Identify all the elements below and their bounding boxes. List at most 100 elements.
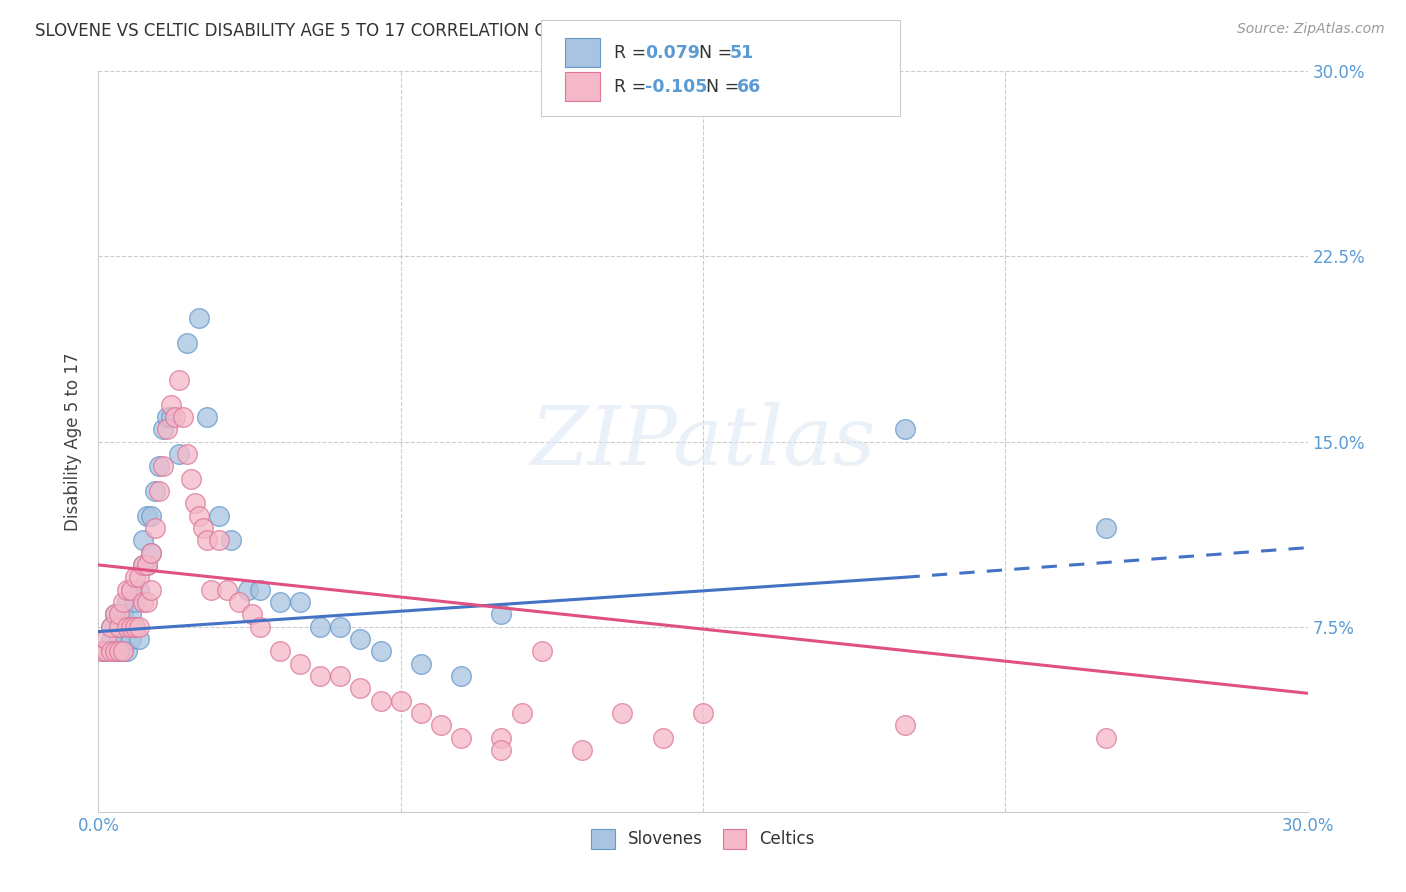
Point — [221, 533, 243, 548]
Point — [120, 632, 142, 646]
Text: SLOVENE VS CELTIC DISABILITY AGE 5 TO 17 CORRELATION CHART: SLOVENE VS CELTIC DISABILITY AGE 5 TO 17… — [35, 22, 591, 40]
Point — [120, 582, 142, 597]
Point — [208, 508, 231, 523]
Point — [152, 459, 174, 474]
Point — [128, 582, 150, 597]
Point — [491, 743, 513, 757]
Text: Source: ZipAtlas.com: Source: ZipAtlas.com — [1237, 22, 1385, 37]
Point — [148, 483, 170, 498]
Point — [111, 595, 134, 609]
Point — [176, 447, 198, 461]
Point — [103, 607, 125, 622]
Point — [167, 447, 190, 461]
Point — [115, 644, 138, 658]
Point — [156, 422, 179, 436]
Point — [120, 619, 142, 633]
Point — [148, 459, 170, 474]
Point — [139, 546, 162, 560]
Point — [188, 508, 211, 523]
Point — [349, 632, 371, 646]
Point — [156, 409, 179, 424]
Point — [124, 619, 146, 633]
Point — [107, 644, 129, 658]
Point — [651, 731, 673, 745]
Point — [450, 669, 472, 683]
Text: R =: R = — [614, 44, 652, 62]
Point — [491, 607, 513, 622]
Y-axis label: Disability Age 5 to 17: Disability Age 5 to 17 — [65, 352, 83, 531]
Point — [450, 731, 472, 745]
Point — [115, 582, 138, 597]
Point — [409, 706, 432, 720]
Point — [143, 483, 166, 498]
Point — [120, 607, 142, 622]
Point — [180, 471, 202, 485]
Text: 0.079: 0.079 — [645, 44, 700, 62]
Point — [176, 335, 198, 350]
Point — [236, 582, 259, 597]
Point — [139, 546, 162, 560]
Point — [135, 595, 157, 609]
Text: 66: 66 — [737, 78, 761, 95]
Point — [100, 619, 122, 633]
Point — [100, 619, 122, 633]
Point — [132, 595, 155, 609]
Point — [1095, 731, 1118, 745]
Point — [111, 644, 134, 658]
Point — [107, 632, 129, 646]
Point — [96, 632, 118, 646]
Point — [135, 508, 157, 523]
Point — [893, 718, 915, 732]
Point — [107, 607, 129, 622]
Point — [96, 644, 118, 658]
Point — [115, 619, 138, 633]
Point — [491, 731, 513, 745]
Point — [530, 644, 553, 658]
Point — [124, 619, 146, 633]
Point — [107, 619, 129, 633]
Point — [195, 409, 218, 424]
Point — [370, 694, 392, 708]
Point — [249, 619, 271, 633]
Text: ZIPatlas: ZIPatlas — [530, 401, 876, 482]
Point — [193, 521, 215, 535]
Point — [184, 496, 207, 510]
Point — [91, 644, 114, 658]
Point — [152, 422, 174, 436]
Point — [111, 607, 134, 622]
Point — [269, 644, 291, 658]
Point — [389, 694, 412, 708]
Point — [692, 706, 714, 720]
Point — [329, 669, 352, 683]
Text: -0.105: -0.105 — [645, 78, 707, 95]
Point — [132, 558, 155, 572]
Legend: Slovenes, Celtics: Slovenes, Celtics — [585, 822, 821, 855]
Text: R =: R = — [614, 78, 652, 95]
Text: N =: N = — [706, 78, 745, 95]
Point — [100, 632, 122, 646]
Point — [167, 373, 190, 387]
Point — [893, 422, 915, 436]
Point — [208, 533, 231, 548]
Point — [135, 558, 157, 572]
Point — [103, 644, 125, 658]
Point — [103, 607, 125, 622]
Point — [139, 508, 162, 523]
Point — [288, 595, 311, 609]
Point — [217, 582, 239, 597]
Point — [115, 595, 138, 609]
Point — [128, 619, 150, 633]
Point — [160, 409, 183, 424]
Point — [329, 619, 352, 633]
Point — [111, 644, 134, 658]
Point — [107, 644, 129, 658]
Point — [135, 558, 157, 572]
Point — [349, 681, 371, 696]
Point — [249, 582, 271, 597]
Point — [163, 409, 186, 424]
Point — [510, 706, 533, 720]
Point — [120, 582, 142, 597]
Point — [139, 582, 162, 597]
Point — [1095, 521, 1118, 535]
Point — [124, 595, 146, 609]
